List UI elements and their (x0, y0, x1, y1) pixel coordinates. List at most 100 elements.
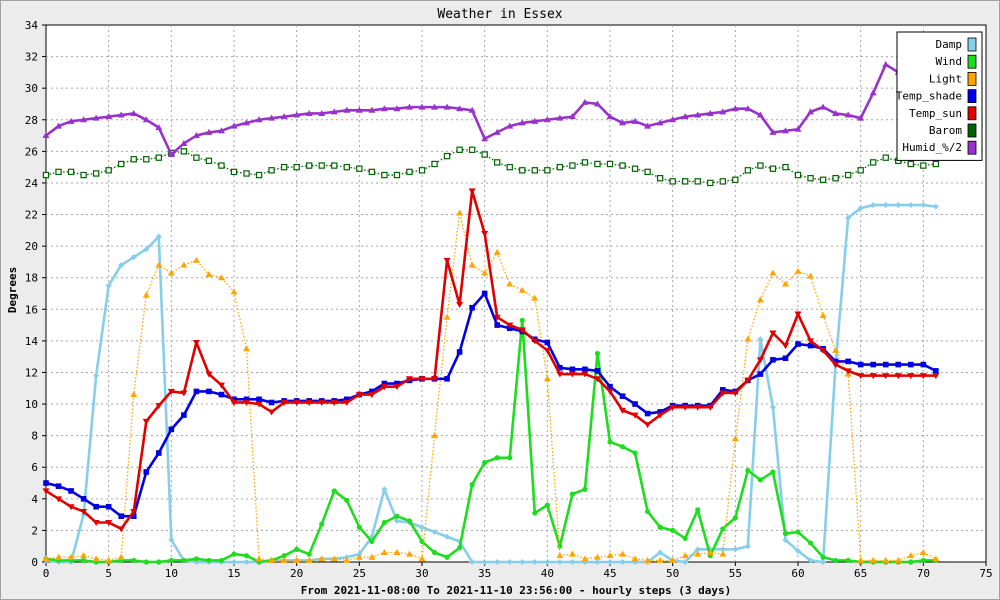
data-point (331, 488, 337, 494)
data-point (719, 390, 727, 397)
data-point (217, 274, 225, 281)
data-point (744, 543, 751, 550)
data-point (456, 105, 464, 112)
data-point (619, 550, 627, 557)
data-point (180, 261, 188, 268)
data-point (368, 392, 376, 399)
data-point (105, 556, 113, 563)
data-point (468, 146, 476, 153)
data-point (882, 60, 890, 67)
y-tick-label: 30 (25, 82, 38, 95)
data-point (456, 146, 463, 153)
x-axis-title: From 2021-11-08:00 To 2021-11-10 23:56:0… (301, 584, 731, 597)
data-point (443, 257, 451, 264)
data-point (393, 171, 401, 179)
legend-label: Temp_sun (909, 107, 962, 120)
data-point (130, 156, 137, 163)
data-point (130, 508, 138, 515)
data-point (543, 116, 551, 123)
x-tick-label: 35 (478, 567, 491, 580)
data-point (456, 349, 463, 355)
data-point (894, 556, 902, 563)
data-point (381, 519, 387, 526)
data-point (418, 103, 426, 110)
data-point (720, 526, 726, 532)
data-point (681, 404, 689, 411)
data-point (844, 111, 852, 118)
data-point (494, 559, 501, 565)
data-point (80, 552, 88, 559)
data-point (857, 556, 865, 563)
data-point (67, 553, 75, 560)
x-tick-label: 0 (43, 567, 50, 580)
data-point (193, 556, 199, 562)
data-point (117, 111, 125, 118)
data-point (795, 529, 801, 535)
data-point (243, 559, 250, 565)
data-point (481, 559, 488, 565)
data-point (81, 557, 87, 564)
data-point (895, 202, 902, 209)
data-point (582, 366, 588, 373)
data-point (493, 128, 501, 135)
data-point (619, 393, 626, 399)
x-tick-label: 30 (415, 567, 428, 580)
data-point (443, 152, 451, 160)
data-point (556, 114, 564, 121)
legend-swatch (967, 140, 977, 155)
data-point (844, 368, 852, 375)
data-point (807, 540, 814, 546)
data-point (117, 526, 125, 533)
data-point (217, 382, 225, 389)
data-point (394, 380, 400, 387)
data-point (670, 527, 676, 534)
legend-label: Humid_%/2 (902, 141, 962, 154)
data-point (907, 552, 915, 559)
data-point (381, 380, 388, 387)
data-point (631, 165, 639, 172)
data-point (795, 341, 801, 347)
data-point (794, 171, 802, 179)
data-point (769, 165, 777, 172)
data-point (894, 373, 902, 380)
data-point (631, 117, 639, 124)
data-point (932, 160, 940, 168)
data-point (443, 313, 451, 320)
data-point (206, 557, 212, 564)
data-point (368, 553, 376, 560)
data-point (243, 170, 250, 177)
data-point (481, 290, 488, 297)
data-point (607, 439, 613, 445)
data-point (794, 311, 802, 318)
data-point (355, 392, 363, 399)
y-tick-label: 0 (31, 556, 38, 569)
data-point (92, 520, 100, 527)
data-point (744, 105, 752, 112)
legend-swatch (967, 37, 977, 52)
legend-swatch (967, 89, 977, 103)
y-axis-title: Degrees (6, 267, 19, 313)
data-point (532, 510, 538, 516)
series-light (42, 209, 940, 563)
data-point (619, 559, 626, 565)
data-point (569, 366, 576, 373)
data-point (745, 467, 751, 473)
data-point (719, 178, 727, 185)
data-point (105, 282, 112, 289)
data-point (142, 291, 150, 298)
data-point (720, 387, 726, 393)
data-point (218, 391, 225, 398)
data-point (706, 404, 714, 411)
data-point (380, 549, 388, 556)
data-point (518, 286, 526, 293)
data-point (356, 165, 363, 172)
data-point (920, 162, 927, 169)
data-point (493, 314, 501, 321)
data-point (593, 100, 601, 107)
data-point (619, 444, 626, 450)
data-point (431, 376, 439, 383)
data-point (694, 178, 701, 185)
legend-swatch (967, 123, 977, 138)
data-point (907, 160, 915, 168)
